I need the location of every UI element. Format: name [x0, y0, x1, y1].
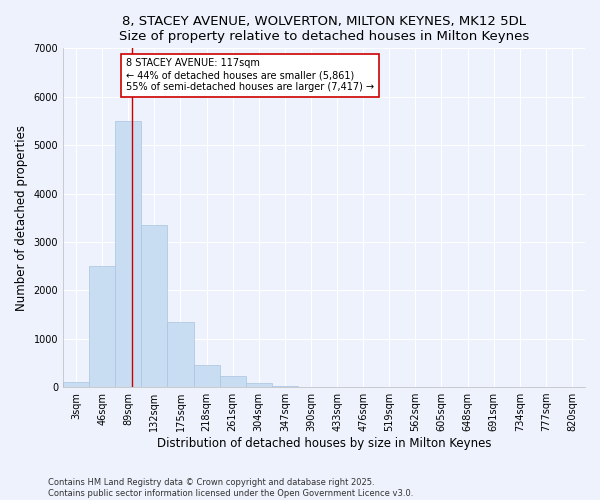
- Bar: [63, 382, 89, 387]
- Bar: [246, 384, 272, 387]
- Bar: [142, 225, 167, 387]
- Bar: [220, 376, 246, 387]
- Text: 8 STACEY AVENUE: 117sqm
← 44% of detached houses are smaller (5,861)
55% of semi: 8 STACEY AVENUE: 117sqm ← 44% of detache…: [125, 58, 374, 92]
- Y-axis label: Number of detached properties: Number of detached properties: [15, 124, 28, 310]
- Bar: [272, 386, 298, 387]
- Text: Contains HM Land Registry data © Crown copyright and database right 2025.
Contai: Contains HM Land Registry data © Crown c…: [48, 478, 413, 498]
- Bar: [167, 322, 194, 387]
- Title: 8, STACEY AVENUE, WOLVERTON, MILTON KEYNES, MK12 5DL
Size of property relative t: 8, STACEY AVENUE, WOLVERTON, MILTON KEYN…: [119, 15, 529, 43]
- Bar: [115, 121, 142, 387]
- Bar: [194, 366, 220, 387]
- Bar: [89, 266, 115, 387]
- X-axis label: Distribution of detached houses by size in Milton Keynes: Distribution of detached houses by size …: [157, 437, 491, 450]
